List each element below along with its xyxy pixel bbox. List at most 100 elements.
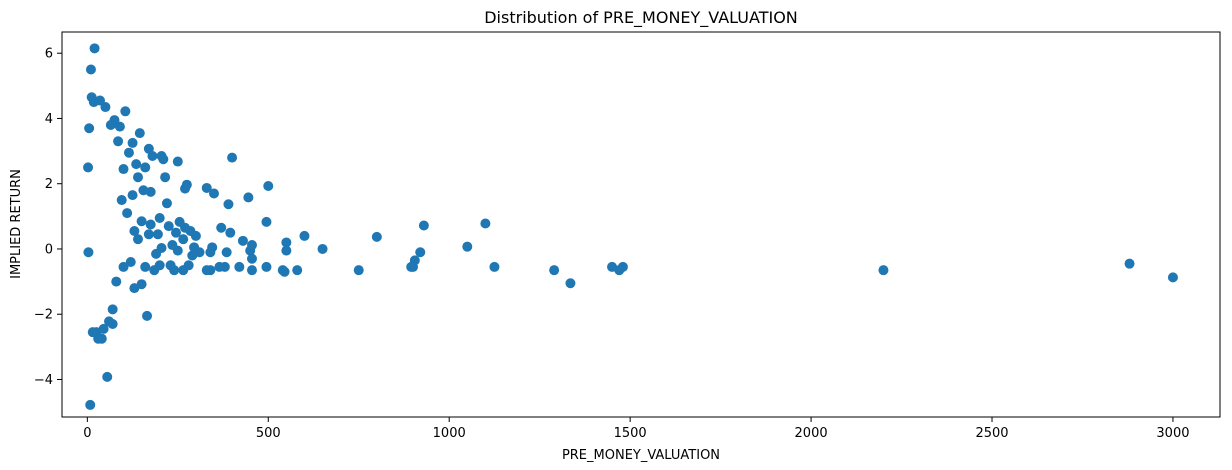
data-point [234, 261, 245, 272]
data-point [245, 245, 256, 256]
data-point [156, 150, 167, 161]
data-point [143, 143, 154, 154]
data-point [102, 371, 113, 382]
data-point [142, 310, 153, 321]
data-point [123, 147, 134, 158]
data-point [243, 192, 254, 203]
data-point [1167, 272, 1178, 283]
data-point [205, 247, 216, 258]
data-point [480, 218, 491, 229]
data-point [161, 198, 172, 209]
data-point [317, 243, 328, 254]
data-point [565, 278, 576, 289]
data-point [607, 261, 618, 272]
data-point [163, 221, 174, 232]
data-point [178, 265, 189, 276]
data-point [136, 216, 147, 227]
data-point [214, 261, 225, 272]
data-point [1124, 258, 1135, 269]
data-point [149, 265, 160, 276]
data-point [201, 182, 212, 193]
data-point [261, 261, 272, 272]
data-point [125, 257, 136, 268]
data-point [129, 226, 140, 237]
data-point [154, 212, 165, 223]
data-point [140, 261, 151, 272]
x-tick-label: 0 [83, 426, 91, 441]
data-point [180, 183, 191, 194]
data-point [83, 247, 94, 258]
data-point [277, 265, 288, 276]
data-point [87, 327, 98, 338]
y-tick-label: 6 [45, 47, 53, 62]
data-point [178, 234, 189, 245]
data-point [549, 265, 560, 276]
data-point [237, 235, 248, 246]
data-point [111, 276, 122, 287]
data-point [170, 227, 181, 238]
data-point [132, 172, 143, 183]
y-axis: −4 −2 0 2 4 6 [34, 47, 62, 388]
data-point [165, 260, 176, 271]
x-tick-label: 1000 [433, 426, 466, 441]
data-point [145, 219, 156, 230]
data-point [105, 119, 116, 130]
data-point [216, 222, 227, 233]
data-point [83, 162, 94, 173]
data-point [167, 240, 178, 251]
data-point [246, 253, 257, 264]
data-point [221, 247, 232, 258]
data-point [406, 261, 417, 272]
data-point [489, 261, 500, 272]
data-point [174, 216, 185, 227]
data-point [89, 43, 100, 54]
data-point [299, 230, 310, 241]
data-point [138, 185, 149, 196]
data-point [122, 208, 133, 219]
data-point [371, 231, 382, 242]
data-point [462, 241, 473, 252]
data-point [131, 159, 142, 170]
data-point [84, 123, 95, 134]
data-point [878, 265, 889, 276]
points-layer [83, 43, 1178, 410]
data-point [415, 247, 426, 258]
data-point [118, 164, 129, 175]
data-point [201, 265, 212, 276]
plot-frame [61, 31, 1221, 418]
x-tick-label: 2500 [975, 426, 1008, 441]
data-point [151, 248, 162, 259]
data-point [113, 136, 124, 147]
data-point [116, 195, 127, 206]
y-tick-label: 4 [45, 112, 53, 127]
x-axis-label: PRE_MONEY_VALUATION [562, 448, 720, 463]
y-tick-label: −4 [34, 373, 53, 388]
data-point [189, 242, 200, 253]
data-point [261, 216, 272, 227]
chart-title: Distribution of PRE_MONEY_VALUATION [484, 8, 798, 28]
data-point [246, 265, 257, 276]
data-point [223, 199, 234, 210]
x-tick-label: 500 [256, 426, 281, 441]
data-point [160, 172, 171, 183]
data-point [120, 106, 131, 117]
data-point [129, 283, 140, 294]
data-point [132, 234, 143, 245]
data-point [152, 229, 163, 240]
data-point [227, 152, 238, 163]
y-tick-label: −2 [34, 308, 53, 323]
data-point [281, 237, 292, 248]
data-point [225, 227, 236, 238]
x-tick-label: 2000 [795, 426, 828, 441]
data-point [418, 220, 429, 231]
y-tick-label: 2 [45, 177, 53, 192]
data-point [208, 188, 219, 199]
data-point [127, 190, 138, 201]
data-point [134, 128, 145, 139]
data-point [172, 156, 183, 167]
y-tick-label: 0 [45, 242, 53, 257]
data-point [281, 245, 292, 256]
y-axis-label: IMPLIED RETURN [9, 169, 24, 279]
data-point [127, 137, 138, 148]
